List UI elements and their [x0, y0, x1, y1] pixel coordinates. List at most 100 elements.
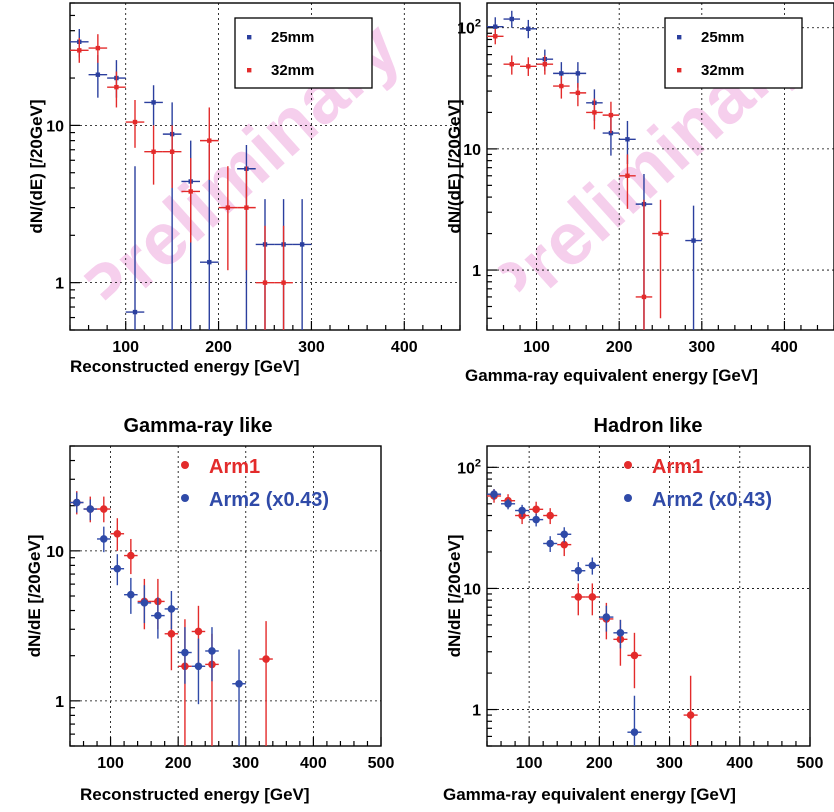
data-point [151, 149, 156, 154]
series-arm2-x0-43- [487, 489, 642, 746]
data-point [575, 71, 581, 76]
data-point [132, 119, 138, 125]
x-axis-label: Reconstructed energy [GeV] [70, 357, 300, 376]
data-point [560, 540, 569, 549]
data-point [140, 599, 149, 607]
data-point [100, 535, 108, 543]
data-point [235, 679, 243, 688]
data-point [641, 294, 647, 300]
data-point [181, 648, 189, 657]
y-axis-label: dN/(dE) [/20GeV] [445, 99, 464, 233]
data-point [608, 112, 614, 118]
data-point [658, 231, 663, 236]
x-tick-label: 200 [205, 339, 232, 356]
series-arm1 [487, 489, 698, 746]
legend-box [664, 17, 803, 89]
data-point [526, 26, 531, 31]
y-tick-label: 1 [55, 276, 64, 293]
data-point [132, 309, 138, 315]
x-axis-label: Reconstructed energy [GeV] [80, 785, 310, 804]
plot-frame [486, 445, 811, 747]
legend-marker [181, 461, 189, 469]
data-point [542, 62, 548, 67]
data-point [532, 505, 540, 514]
legend-label: 25mm [271, 29, 314, 46]
data-point [532, 515, 540, 524]
data-point [113, 564, 122, 573]
data-point [113, 529, 122, 538]
series-32mm [70, 34, 293, 330]
x-axis-label: Gamma-ray equivalent energy [GeV] [465, 366, 758, 385]
data-point [207, 138, 212, 143]
data-point [526, 64, 531, 69]
x-tick-label: 400 [300, 755, 327, 772]
tick-marks [69, 445, 382, 747]
data-point [127, 551, 135, 560]
x-tick-label: 300 [656, 755, 683, 772]
plot-frame [486, 2, 834, 331]
data-point [207, 259, 212, 265]
legend-label: 25mm [701, 29, 744, 46]
legend-marker [677, 68, 682, 73]
data-point [575, 90, 581, 96]
x-tick-label: 400 [391, 339, 418, 356]
x-axis-label: Gamma-ray equivalent energy [GeV] [443, 785, 736, 804]
legend: 25mm 32mm [234, 17, 373, 89]
data-layer [70, 491, 273, 746]
x-tick-label: 300 [688, 339, 715, 356]
legend-label: Arm2 (x0.43) [652, 489, 772, 511]
data-point [546, 511, 554, 520]
data-point [86, 505, 95, 513]
x-tick-label: 400 [771, 339, 798, 356]
x-tick-label: 500 [368, 755, 395, 772]
data-point [574, 593, 583, 601]
legend: Arm1 Arm2 (x0.43) [181, 456, 329, 511]
data-point [518, 506, 526, 515]
data-point [592, 110, 597, 115]
x-tick-label: 400 [726, 755, 753, 772]
legend-label: Arm1 [209, 456, 260, 478]
data-point [509, 62, 514, 67]
legend-marker [677, 35, 682, 40]
data-point [686, 711, 695, 719]
data-point [244, 205, 249, 210]
data-point [574, 566, 583, 575]
y-tick-label: 102 [457, 18, 481, 38]
y-tick-label: 10 [46, 544, 64, 561]
data-point [493, 24, 498, 29]
x-tick-label: 200 [165, 755, 192, 772]
legend-label: 32mm [701, 62, 744, 79]
x-tick-label: 100 [112, 339, 139, 356]
data-point [262, 280, 268, 285]
chart-title: Gamma-ray like [124, 415, 273, 437]
data-point [616, 629, 625, 637]
data-point [77, 48, 82, 53]
data-point [72, 498, 81, 507]
y-axis-label: dN/dE [/20GeV] [445, 535, 464, 658]
y-axis-label: dN/dE [/20GeV] [25, 535, 44, 658]
legend-marker [624, 461, 632, 469]
x-tick-label: 500 [797, 755, 824, 772]
data-point [588, 561, 597, 570]
data-point [154, 611, 162, 620]
data-point [281, 280, 286, 285]
data-point [299, 242, 305, 247]
legend: Arm1 Arm2 (x0.43) [624, 456, 772, 511]
y-tick-label: 1 [472, 263, 481, 280]
legend-label: 32mm [271, 62, 314, 79]
y-tick-label: 102 [457, 457, 481, 477]
y-tick-label: 1 [472, 703, 481, 720]
x-tick-label: 100 [516, 755, 543, 772]
y-tick-label: 10 [463, 142, 481, 159]
series-arm2-x0-43- [70, 492, 246, 746]
data-point [546, 539, 554, 548]
chart-panel-bottom-left: 100 200 300 400 500 1 10 Reconstructed energy [… [25, 415, 394, 804]
data-point [559, 71, 564, 76]
y-tick-label: 10 [46, 118, 64, 135]
legend-marker [247, 35, 252, 40]
tick-marks [486, 27, 834, 330]
chart-title: Hadron like [594, 415, 703, 437]
